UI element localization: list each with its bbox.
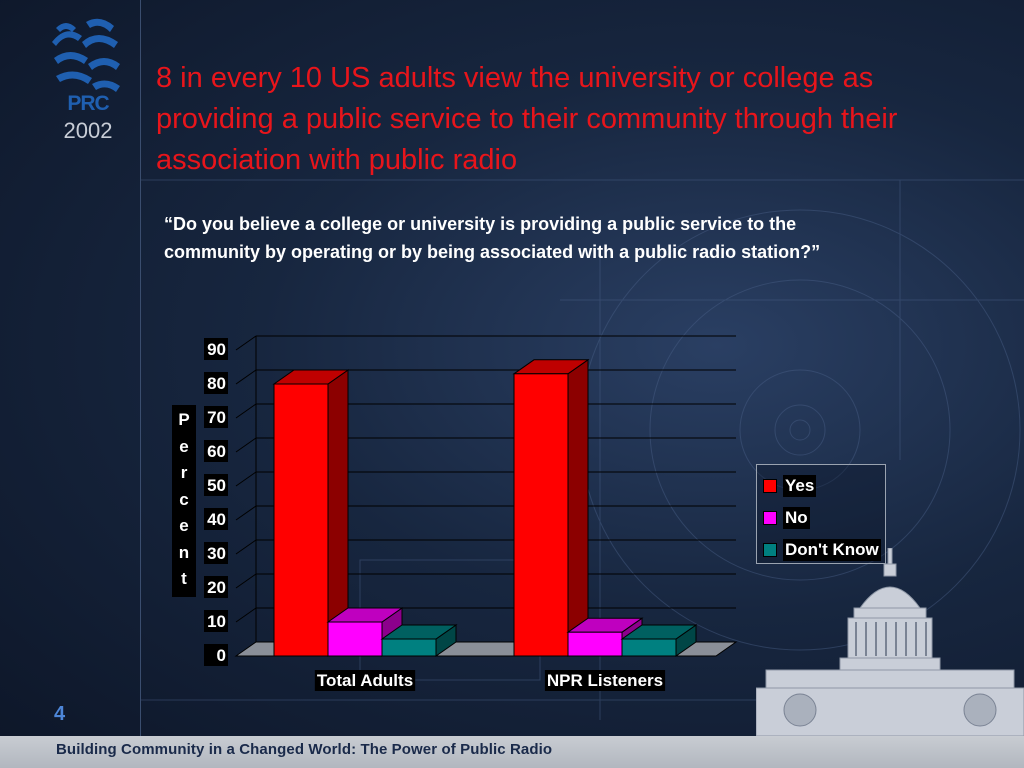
y-tick-label: 40 <box>207 510 226 529</box>
y-tick-label-bg <box>204 542 228 564</box>
grid-diagonal <box>235 335 257 351</box>
y-tick-label: 20 <box>207 578 226 597</box>
x-category-label-bg <box>544 670 666 691</box>
y-axis-label-letter: n <box>178 542 190 562</box>
prc-logo-icon <box>52 18 120 92</box>
grid-diagonal <box>235 573 257 589</box>
grid-diagonal <box>235 369 257 385</box>
y-tick-label: 10 <box>207 612 226 631</box>
y-tick-label: 80 <box>207 374 226 393</box>
y-tick-label: 60 <box>207 442 226 461</box>
y-tick-label-bg <box>204 474 228 496</box>
y-tick-label: 50 <box>207 476 226 495</box>
legend-label: Yes <box>783 475 817 497</box>
bar-yes-0 <box>273 383 329 657</box>
x-category-label-bg <box>314 670 416 691</box>
bar-side <box>567 358 589 657</box>
y-axis-label-letter: t <box>181 569 187 588</box>
y-tick-label-bg <box>204 338 228 360</box>
y-tick-label: 30 <box>207 544 226 563</box>
page-number: 4 <box>54 703 66 725</box>
bar-no-1 <box>567 631 623 657</box>
y-axis-label-letter: P <box>178 410 190 429</box>
x-category-label: NPR Listeners <box>547 671 663 690</box>
footer-bar <box>0 736 1024 768</box>
legend-label: Don't Know <box>783 539 881 561</box>
logo-brand: PRC <box>67 92 109 115</box>
y-axis-label-letter: c <box>179 489 189 509</box>
y-tick-label: 90 <box>207 340 226 359</box>
legend-item: No <box>763 507 810 529</box>
chart-legend: Yes No Don't Know <box>756 464 886 564</box>
bar-don-t-know-0 <box>381 638 437 657</box>
grid-diagonal <box>235 539 257 555</box>
y-axis-label-letter: r <box>180 463 188 482</box>
legend-label: No <box>783 507 810 529</box>
slide-title: 8 in every 10 US adults view the univers… <box>156 62 898 176</box>
y-tick-label-bg <box>204 508 228 530</box>
divider-line <box>140 0 141 736</box>
y-tick-label: 70 <box>207 408 226 427</box>
logo-year: 2002 <box>63 118 113 143</box>
bar-don-t-know-1 <box>621 638 677 657</box>
bar-no-0 <box>327 621 383 657</box>
bar-yes-1 <box>513 373 569 657</box>
y-tick-label-bg <box>204 440 228 462</box>
y-tick-label-bg <box>204 610 228 632</box>
y-tick-label: 0 <box>217 646 226 665</box>
grid-diagonal <box>235 471 257 487</box>
legend-item: Don't Know <box>763 539 881 561</box>
legend-swatch <box>763 543 777 557</box>
legend-swatch <box>763 511 777 525</box>
grid-diagonal <box>235 403 257 419</box>
grid-diagonal <box>235 607 257 623</box>
grid-diagonal <box>235 437 257 453</box>
y-tick-label-bg <box>204 406 228 428</box>
y-axis-label-letter: e <box>179 436 189 456</box>
footer-text: Building Community in a Changed World: T… <box>56 741 553 758</box>
capitol-building-icon <box>756 548 1024 736</box>
y-tick-label-bg <box>204 372 228 394</box>
grid-diagonal <box>235 505 257 521</box>
x-category-label: Total Adults <box>317 671 413 690</box>
y-tick-label-bg <box>204 576 228 598</box>
legend-swatch <box>763 479 777 493</box>
y-tick-label-bg <box>204 644 228 666</box>
legend-item: Yes <box>763 475 817 497</box>
y-axis-label-letter: e <box>179 516 189 535</box>
survey-question: “Do you believe a college or university … <box>164 214 821 262</box>
